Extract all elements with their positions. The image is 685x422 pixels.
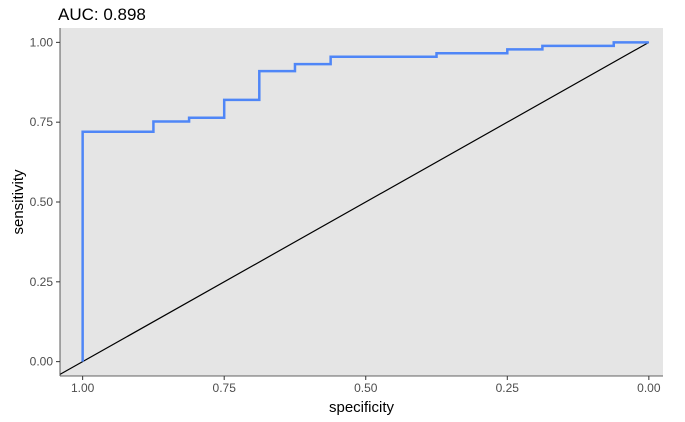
x-tick-label: 0.75 — [213, 381, 237, 395]
y-axis-title: sensitivity — [10, 169, 27, 235]
roc-curve-line — [81, 41, 649, 362]
y-tick-label: 0.00 — [30, 355, 54, 369]
x-tick-label: 1.00 — [71, 381, 95, 395]
x-tick-label: 0.50 — [354, 381, 378, 395]
y-tick-label: 1.00 — [30, 35, 54, 49]
y-tick-label: 0.75 — [30, 115, 54, 129]
x-tick-label: 0.25 — [496, 381, 520, 395]
y-tick-label: 0.50 — [30, 195, 54, 209]
y-tick-label: 0.25 — [30, 275, 54, 289]
x-tick-label: 0.00 — [637, 381, 661, 395]
reference-diagonal-line — [59, 41, 650, 375]
x-axis-title: specificity — [329, 399, 395, 416]
chart-title: AUC: 0.898 — [58, 5, 146, 24]
